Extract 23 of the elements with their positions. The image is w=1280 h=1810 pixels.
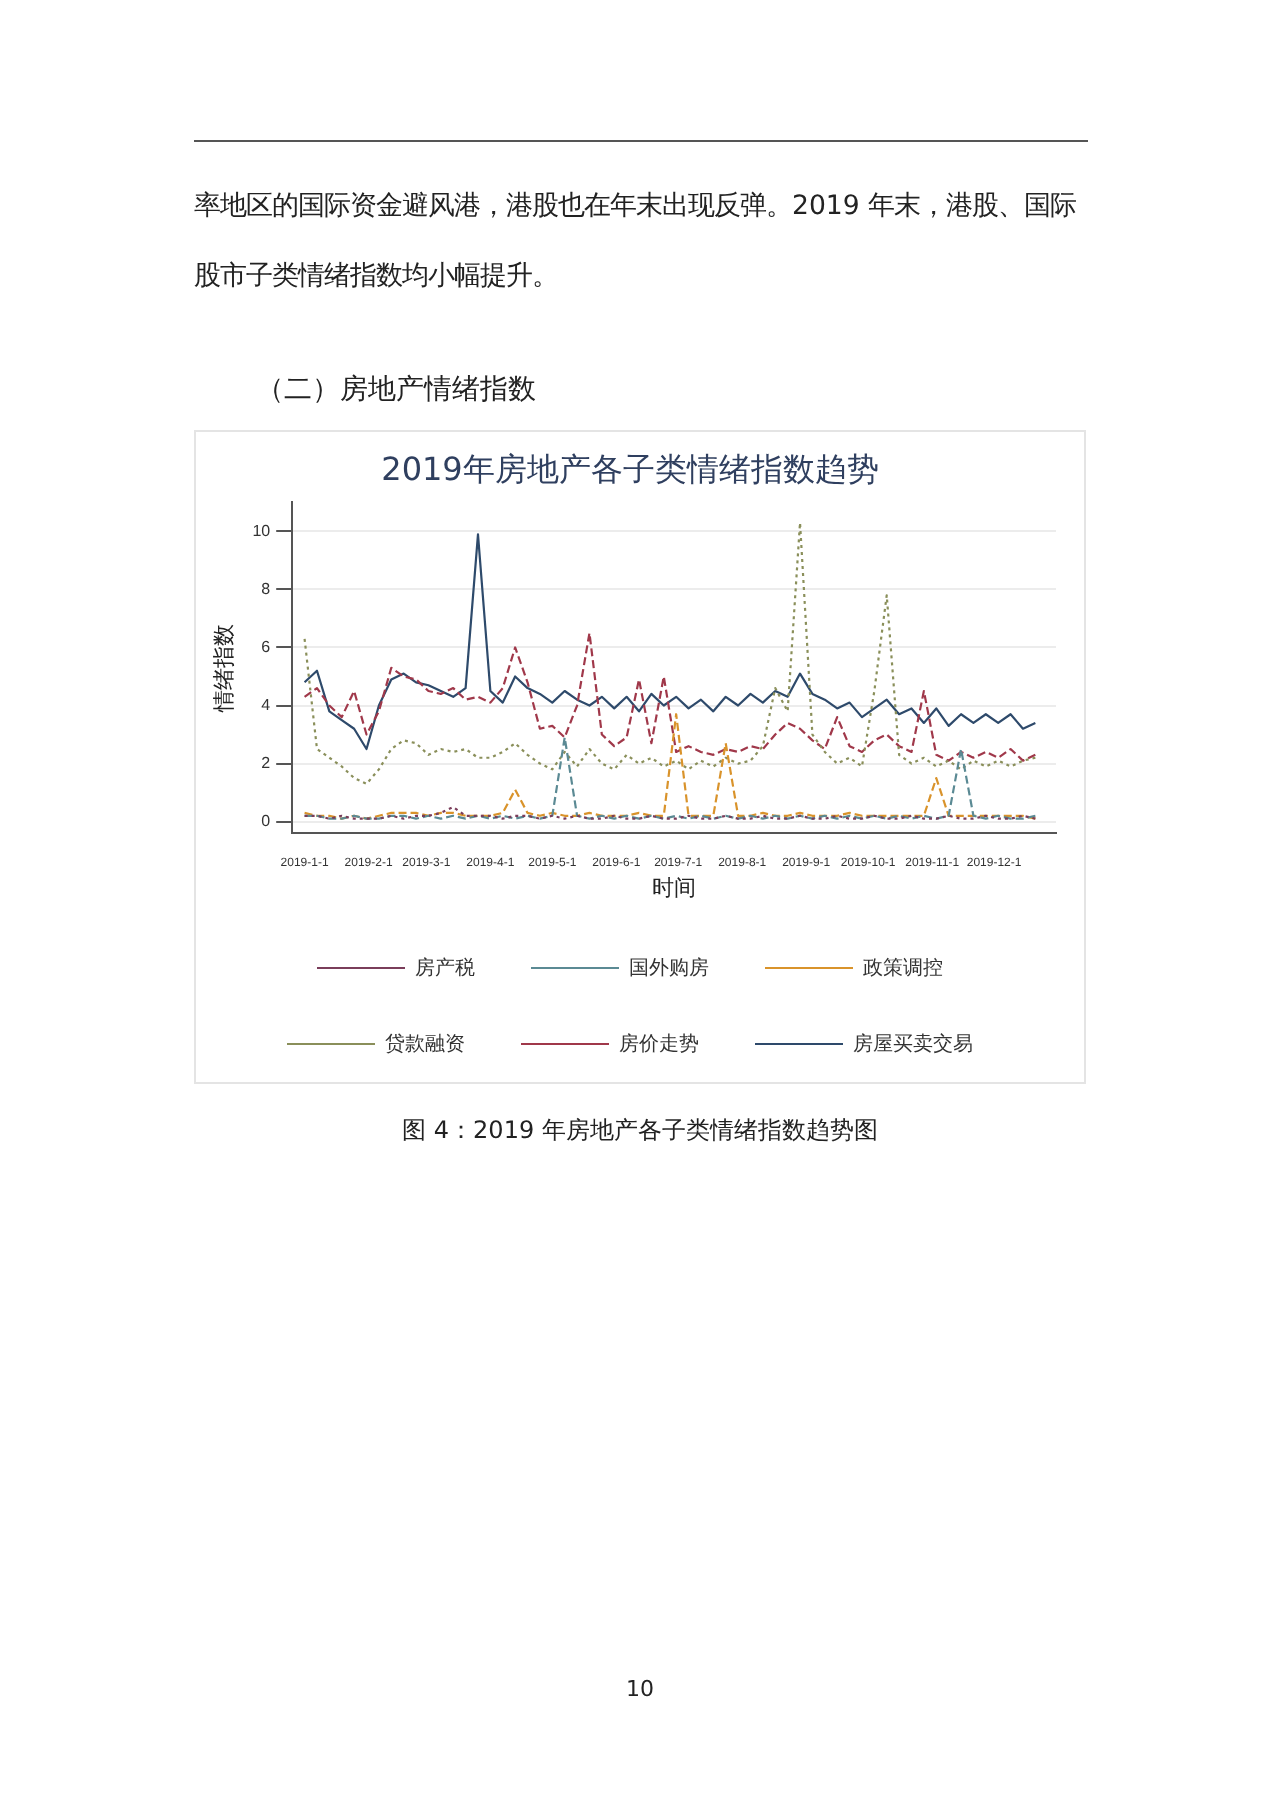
legend-label: 国外购房 [629, 955, 709, 980]
y-tick-label: 4 [261, 695, 272, 714]
legend-label: 房价走势 [619, 1031, 699, 1056]
legend-label: 房产税 [415, 955, 475, 980]
legend-label: 房屋买卖交易 [853, 1031, 973, 1056]
y-tick-label: 10 [252, 521, 272, 540]
x-axis-title: 时间 [652, 874, 697, 901]
line-series [303, 736, 1037, 820]
y-tick-label: 8 [261, 579, 272, 598]
y-tick-label: 0 [261, 812, 272, 830]
text: 10 [624, 1676, 656, 1702]
text: 率地区的国际资金避风港，港股也在年末出现反弹。2019 年末，港股、国际股市子类情绪指数均小幅提升。 [194, 192, 1077, 292]
line-series [303, 521, 1037, 785]
y-tick-label: 2 [261, 753, 272, 772]
line-series [303, 631, 1037, 762]
legend-label: 政策调控 [863, 955, 943, 980]
chart-title: 2019年房地产各子类情绪指数趋势 [381, 449, 879, 488]
caption: 图 4：2019 年房地产各子类情绪指数趋势图 [400, 1114, 880, 1148]
legend-label: 贷款融资 [385, 1031, 465, 1056]
line-series [303, 713, 1037, 820]
y-tick-label: 6 [261, 637, 272, 656]
y-axis-title: 情绪指数 [211, 623, 238, 714]
text: （二）房地产情绪指数 [256, 372, 536, 408]
